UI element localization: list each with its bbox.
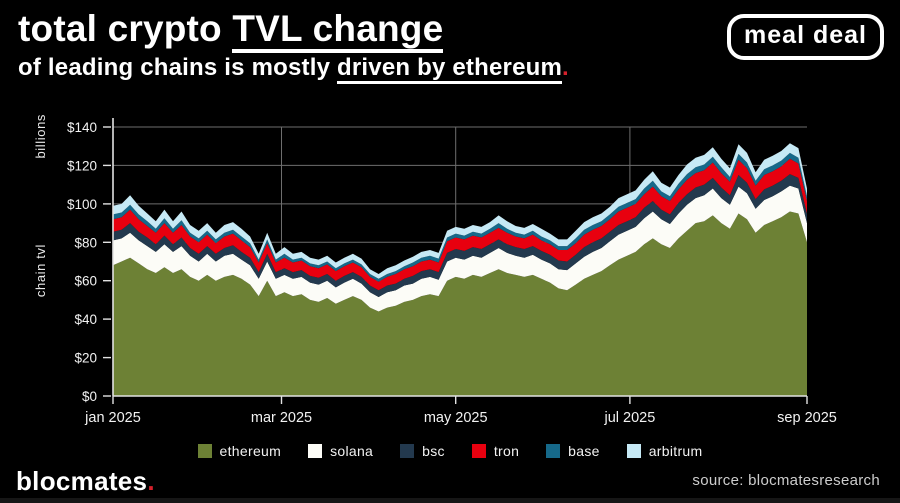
legend-item-arbitrum: arbitrum xyxy=(626,443,703,459)
blocmates-red-period: . xyxy=(147,466,155,496)
legend-label-solana: solana xyxy=(330,443,374,459)
source-credit: source: blocmatesresearch xyxy=(692,472,880,489)
y-tick-label: $80 xyxy=(74,235,97,250)
y-tick-label: $120 xyxy=(67,158,97,173)
header: total crypto TVL change of leading chain… xyxy=(18,8,569,85)
area-solana xyxy=(113,185,807,312)
legend-item-solana: solana xyxy=(308,443,373,459)
y-tick-label: $0 xyxy=(82,389,97,404)
legend-label-base: base xyxy=(568,443,600,459)
legend-swatch-arbitrum xyxy=(626,444,641,458)
y-tick-label: $20 xyxy=(74,351,97,366)
y-tick-label: $100 xyxy=(67,197,97,212)
legend-label-bsc: bsc xyxy=(422,443,445,459)
y-tick-label: $140 xyxy=(67,120,97,135)
x-tick-label: may 2025 xyxy=(424,410,488,426)
blocmates-logo: blocmates. xyxy=(16,466,155,497)
legend-label-tron: tron xyxy=(493,443,520,459)
area-bsc xyxy=(113,174,807,297)
page-title-line2: of leading chains is mostly driven by et… xyxy=(18,53,569,85)
page-title-line1: total crypto TVL change xyxy=(18,8,569,53)
x-tick-label: mar 2025 xyxy=(251,410,312,426)
legend-label-ethereum: ethereum xyxy=(219,443,282,459)
legend-item-bsc: bsc xyxy=(400,443,445,459)
legend-item-ethereum: ethereum xyxy=(197,443,282,459)
title-line1-plain: total crypto xyxy=(18,8,233,49)
y-tick-label: $60 xyxy=(74,274,97,289)
blocmates-text: blocmates xyxy=(16,466,148,496)
y-tick-label: $40 xyxy=(74,312,97,327)
meal-deal-logo: meal deal xyxy=(727,14,884,60)
x-tick-label: jul 2025 xyxy=(604,410,656,426)
chart-legend: ethereum solana bsc tron base arbitrum xyxy=(0,443,900,459)
title-line2-underlined: driven by ethereum xyxy=(337,55,563,85)
tvl-stacked-area-chart: $0 $20 $40 $60 $80 $100 $120 $140 jan 2025 mar 20… xyxy=(67,118,837,426)
title-line2-plain: of leading chains is mostly xyxy=(18,53,338,81)
legend-item-base: base xyxy=(546,443,600,459)
legend-swatch-bsc xyxy=(400,444,415,458)
title-red-period: . xyxy=(562,53,569,81)
area-tron xyxy=(113,158,807,291)
footer-band xyxy=(0,498,900,503)
x-tick-label: jan 2025 xyxy=(84,410,141,426)
legend-swatch-ethereum xyxy=(197,444,212,458)
x-tick-label: sep 2025 xyxy=(777,410,837,426)
title-line1-underlined: TVL change xyxy=(232,10,444,53)
legend-swatch-base xyxy=(546,444,561,458)
area-ethereum xyxy=(113,211,807,396)
legend-swatch-tron xyxy=(471,444,486,458)
legend-label-arbitrum: arbitrum xyxy=(648,443,703,459)
legend-item-tron: tron xyxy=(471,443,520,459)
legend-swatch-solana xyxy=(308,444,323,458)
